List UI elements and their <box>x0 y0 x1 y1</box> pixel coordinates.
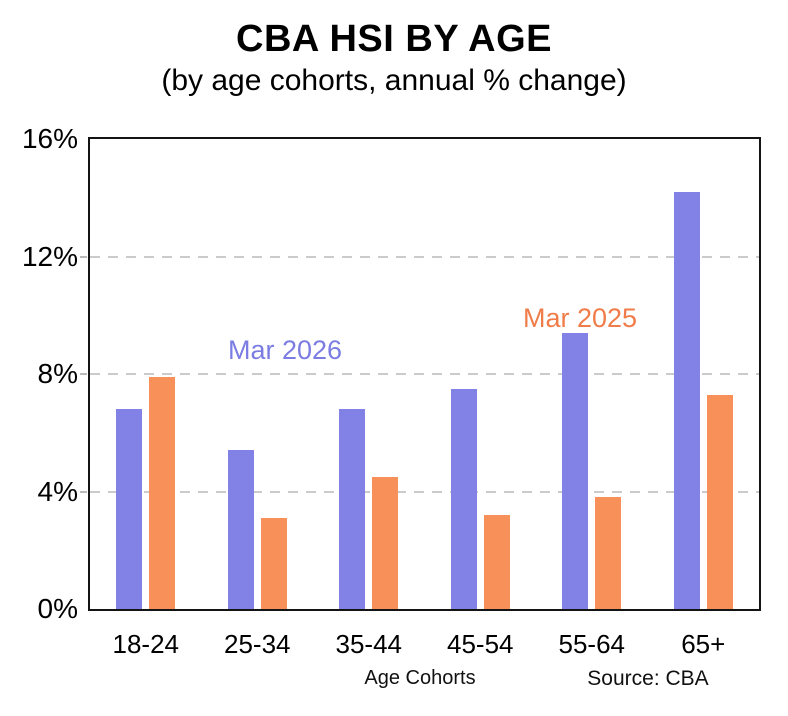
gridline-4pct <box>90 490 759 493</box>
source-note: Source: CBA <box>587 667 709 690</box>
bar-mar-2026-65+ <box>673 191 700 609</box>
x-tick-65+: 65+ <box>681 629 726 659</box>
legend-mar-2026: Mar 2026 <box>228 335 343 365</box>
x-tick-18-24: 18-24 <box>112 629 180 659</box>
chart-title: CBA HSI BY AGE <box>236 18 552 60</box>
bar-mar-2026-18-24 <box>116 409 143 609</box>
x-tick-55-64: 55-64 <box>558 629 626 659</box>
bar-mar-2025-45-54 <box>483 515 510 609</box>
y-tick-12%: 12% <box>21 240 78 272</box>
bar-mar-2026-25-34 <box>227 450 254 609</box>
legend-mar-2025: Mar 2025 <box>523 303 638 333</box>
bar-mar-2026-45-54 <box>450 388 477 609</box>
gridline-12pct <box>90 255 759 258</box>
bar-mar-2025-55-64 <box>595 497 622 609</box>
bar-mar-2025-18-24 <box>149 376 176 609</box>
y-tickmark-4% <box>80 490 87 493</box>
y-tickmark-12% <box>80 255 87 258</box>
y-tick-0%: 0% <box>37 593 78 624</box>
bar-mar-2025-25-34 <box>260 517 287 609</box>
bar-mar-2026-55-64 <box>562 332 589 609</box>
chart-subtitle: (by age cohorts, annual % change) <box>161 64 627 97</box>
bar-mar-2025-35-44 <box>372 476 399 609</box>
y-tick-8%: 8% <box>37 358 78 389</box>
x-tick-25-34: 25-34 <box>224 629 291 659</box>
y-tick-4%: 4% <box>37 475 78 507</box>
x-axis-title: Age Cohorts <box>364 667 476 689</box>
gridline-8pct <box>90 373 759 375</box>
y-tickmark-8% <box>80 373 87 375</box>
x-tick-35-44: 35-44 <box>335 629 403 659</box>
plot-area: Mar 2026 Mar 2025 <box>88 137 761 611</box>
bar-mar-2026-35-44 <box>339 409 366 609</box>
y-tick-16%: 16% <box>21 123 78 154</box>
x-tick-45-54: 45-54 <box>447 629 514 659</box>
bar-mar-2025-65+ <box>706 394 733 609</box>
